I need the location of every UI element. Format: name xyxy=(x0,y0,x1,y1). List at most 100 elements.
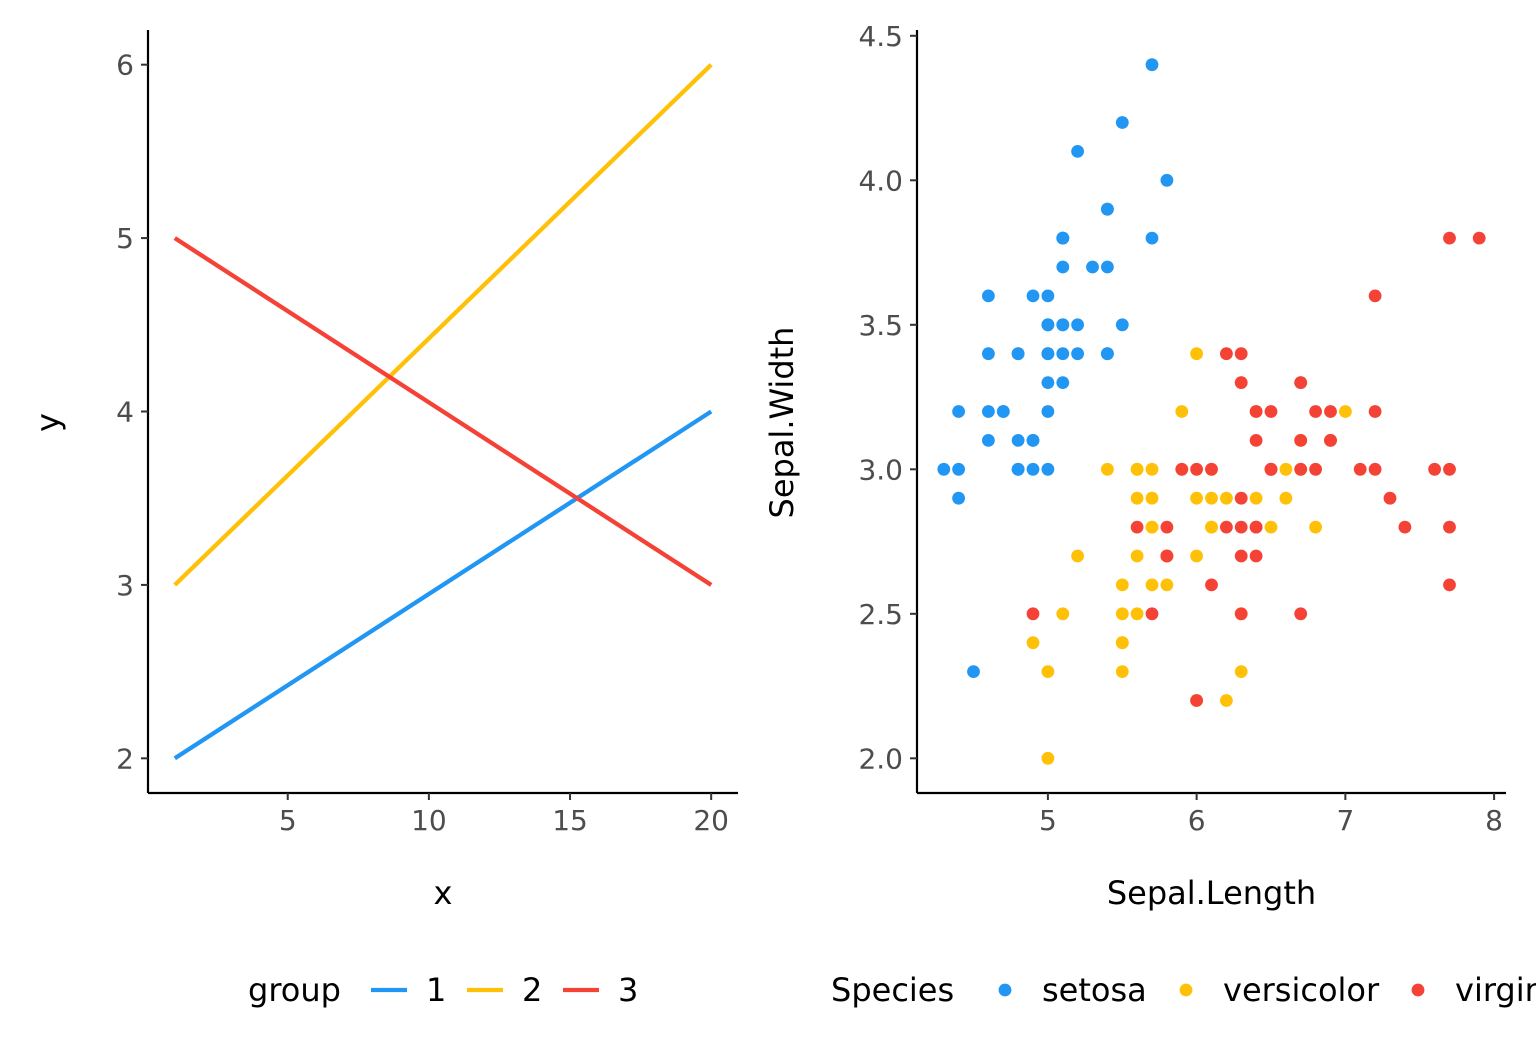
point-setosa xyxy=(1071,145,1084,158)
series-line-group-3 xyxy=(173,236,713,587)
point-setosa xyxy=(1041,376,1055,389)
point-virginica xyxy=(1160,520,1174,534)
point-versicolor xyxy=(1205,491,1218,505)
legend-key-setosa xyxy=(998,983,1012,997)
x-axis-title: Sepal.Length xyxy=(1107,874,1316,912)
point-virginica xyxy=(1368,289,1382,303)
legend-key-versicolor xyxy=(1179,983,1193,997)
point-versicolor xyxy=(1234,665,1248,678)
point-virginica xyxy=(1353,462,1367,476)
point-setosa xyxy=(982,434,995,447)
point-virginica xyxy=(1443,520,1456,534)
point-virginica xyxy=(1368,405,1382,418)
point-setosa xyxy=(1026,462,1040,476)
point-virginica xyxy=(1324,405,1337,418)
point-versicolor xyxy=(1220,694,1233,707)
x-tick-label: 20 xyxy=(693,804,729,837)
point-setosa xyxy=(1041,289,1055,303)
point-virginica xyxy=(1428,462,1441,476)
legend-label-virginica: virginica xyxy=(1455,971,1536,1009)
point-setosa xyxy=(1145,58,1159,72)
point-versicolor xyxy=(1145,462,1159,476)
point-versicolor xyxy=(1041,665,1055,678)
point-virginica xyxy=(1294,462,1308,476)
point-setosa xyxy=(1056,260,1070,274)
point-versicolor xyxy=(1115,607,1129,621)
point-virginica xyxy=(1249,520,1263,534)
point-versicolor xyxy=(1041,751,1055,765)
line-chart-panel: 5 10 15 20 2 3 4 5 6 x y group 1 2 3 xyxy=(29,30,738,1009)
point-versicolor xyxy=(1145,491,1159,505)
x-tick-label: 5 xyxy=(279,804,297,837)
legend-title: group xyxy=(248,971,341,1009)
point-setosa xyxy=(1071,347,1084,361)
point-setosa xyxy=(1145,231,1159,245)
point-virginica xyxy=(1294,607,1308,621)
legend-label-2: 2 xyxy=(522,971,542,1009)
y-tick-label: 4 xyxy=(116,396,134,429)
point-setosa xyxy=(982,347,995,361)
point-setosa xyxy=(1115,116,1129,129)
point-versicolor xyxy=(1309,520,1322,534)
point-setosa xyxy=(1056,376,1070,389)
point-versicolor xyxy=(1190,347,1203,361)
y-tick-label: 5 xyxy=(116,222,134,255)
point-virginica xyxy=(1264,462,1278,476)
point-virginica xyxy=(1249,434,1263,447)
x-tick-label: 5 xyxy=(1039,804,1057,837)
point-virginica xyxy=(1234,491,1248,505)
point-virginica xyxy=(1443,231,1456,245)
point-virginica xyxy=(1472,231,1486,245)
point-setosa xyxy=(952,462,965,476)
point-setosa xyxy=(1011,462,1025,476)
point-virginica xyxy=(1368,462,1382,476)
legend-label-1: 1 xyxy=(426,971,446,1009)
point-virginica xyxy=(1264,405,1278,418)
point-versicolor xyxy=(1190,549,1203,563)
point-versicolor xyxy=(1160,578,1174,592)
point-versicolor xyxy=(1220,491,1233,505)
point-virginica xyxy=(1190,694,1203,707)
point-setosa xyxy=(1011,347,1025,361)
point-versicolor xyxy=(1130,491,1144,505)
point-setosa xyxy=(1026,434,1040,447)
point-versicolor xyxy=(1115,665,1129,678)
point-virginica xyxy=(1443,462,1456,476)
y-tick-label: 3.0 xyxy=(858,453,903,486)
point-virginica xyxy=(1160,549,1174,563)
point-virginica xyxy=(1130,520,1144,534)
point-virginica xyxy=(1443,578,1456,592)
point-versicolor xyxy=(1071,549,1084,563)
point-versicolor xyxy=(1115,636,1129,650)
point-setosa xyxy=(1071,318,1084,332)
series-line-group-2 xyxy=(173,63,713,587)
series-line-group-1 xyxy=(173,409,713,761)
y-tick-label: 6 xyxy=(116,49,134,82)
point-virginica xyxy=(1294,376,1308,389)
point-versicolor xyxy=(1145,578,1159,592)
scatter-chart-panel: 5 6 7 8 2.0 2.5 3.0 3.5 4.0 4.5 Sepal.Length Sepal.… xyxy=(763,20,1536,1009)
point-versicolor xyxy=(1205,520,1218,534)
legend-label-setosa: setosa xyxy=(1042,971,1147,1009)
point-setosa xyxy=(967,665,980,678)
point-setosa xyxy=(1011,434,1025,447)
point-versicolor xyxy=(1130,607,1144,621)
point-virginica xyxy=(1383,491,1397,505)
point-versicolor xyxy=(1279,491,1293,505)
point-versicolor xyxy=(1026,636,1040,650)
point-virginica xyxy=(1220,520,1233,534)
point-versicolor xyxy=(1249,491,1263,505)
point-versicolor xyxy=(1145,520,1159,534)
point-virginica xyxy=(1145,607,1159,621)
x-tick-label: 8 xyxy=(1485,804,1503,837)
y-tick-label: 2 xyxy=(116,742,134,775)
point-versicolor xyxy=(1264,520,1278,534)
point-setosa xyxy=(1041,405,1055,418)
point-virginica xyxy=(1205,578,1218,592)
point-virginica xyxy=(1234,376,1248,389)
y-tick-label: 4.0 xyxy=(858,164,903,197)
point-virginica xyxy=(1190,462,1203,476)
y-axis-title: Sepal.Width xyxy=(763,327,801,519)
point-versicolor xyxy=(1115,578,1129,592)
